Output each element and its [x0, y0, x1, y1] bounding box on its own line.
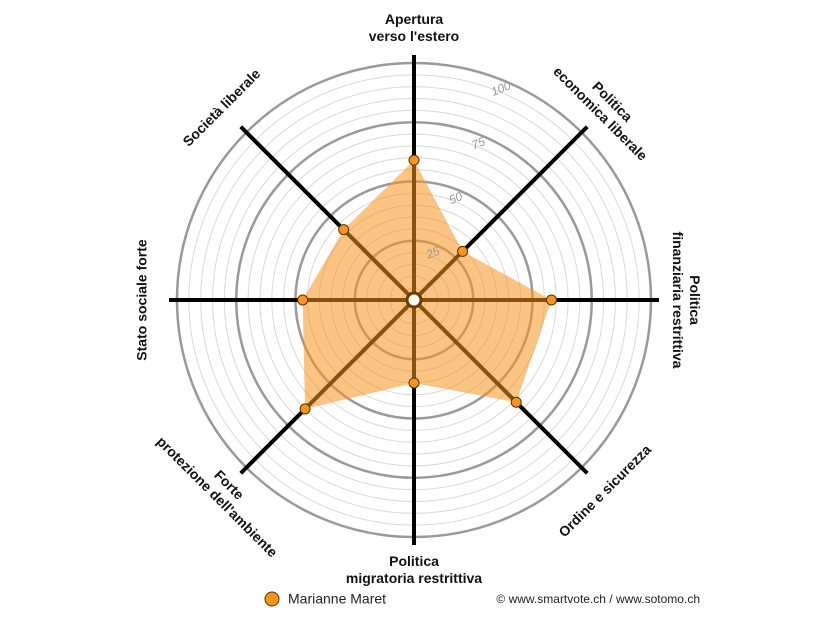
data-point	[408, 377, 420, 389]
r-tick-label: 75	[469, 134, 487, 152]
category-label-line: finanziaria restrittiva	[670, 232, 686, 369]
center-dot	[405, 291, 423, 309]
category-label-line: Apertura	[385, 11, 444, 27]
data-point	[545, 294, 557, 306]
category-label-line: verso l'estero	[369, 28, 460, 44]
r-tick-label: 25	[423, 244, 442, 263]
data-point	[408, 154, 420, 166]
r-tick-label: 50	[447, 189, 465, 207]
category-label-line: Stato sociale forte	[134, 239, 150, 361]
source: © www.smartvote.ch / www.sotomo.ch	[496, 592, 700, 606]
data-point	[299, 403, 311, 415]
data-point	[338, 224, 350, 236]
legend-label: Marianne Maret	[288, 591, 386, 607]
category-label-line: Politica	[389, 553, 439, 569]
legend-marker	[264, 591, 280, 607]
category-label: Stato sociale forte	[134, 239, 150, 361]
data-point	[297, 294, 309, 306]
data-point	[457, 245, 469, 257]
data-point	[510, 396, 522, 408]
category-label-line: migratoria restrittiva	[346, 570, 482, 586]
category-label-line: Politica	[687, 275, 703, 325]
radar-area	[302, 160, 552, 409]
